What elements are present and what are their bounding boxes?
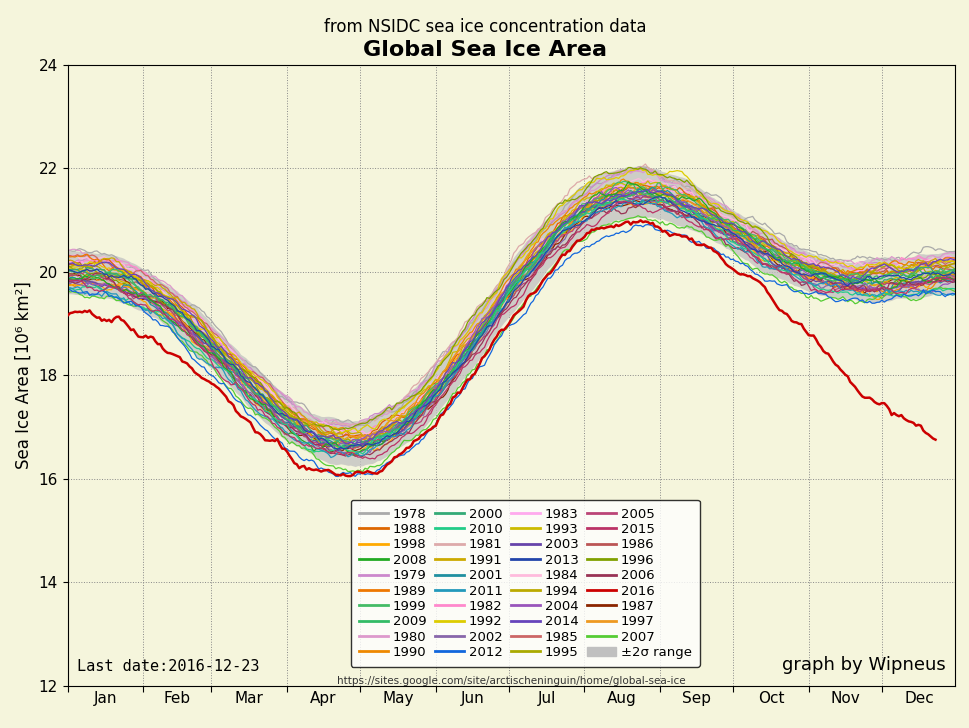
Legend: 1978, 1988, 1998, 2008, 1979, 1989, 1999, 2009, 1980, 1990, 2000, 2010, 1981, 19: 1978, 1988, 1998, 2008, 1979, 1989, 1999… [350, 499, 700, 667]
Text: from NSIDC sea ice concentration data: from NSIDC sea ice concentration data [324, 18, 645, 36]
Text: Last date:2016-12-23: Last date:2016-12-23 [77, 659, 259, 673]
Y-axis label: Sea Ice Area [10⁶ km²]: Sea Ice Area [10⁶ km²] [15, 282, 33, 470]
Text: Global Sea Ice Area: Global Sea Ice Area [362, 40, 607, 60]
Text: graph by Wipneus: graph by Wipneus [782, 656, 945, 673]
Text: https://sites.google.com/site/arctischeninguin/home/global-sea-ice: https://sites.google.com/site/arctischen… [336, 676, 685, 686]
